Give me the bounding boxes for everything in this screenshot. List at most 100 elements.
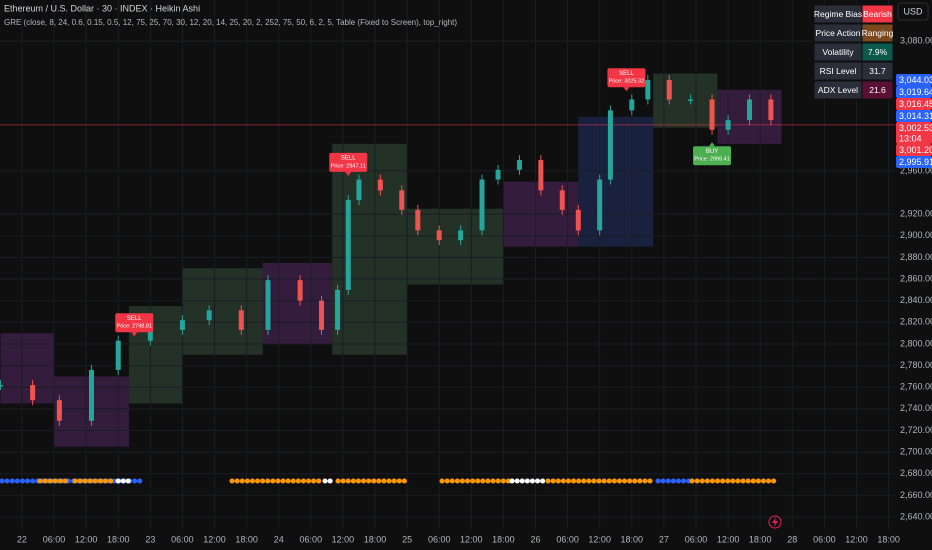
table-name: RSI Level [820,66,857,76]
candle [377,179,383,191]
table-cell [861,4,894,24]
y-tick-label: 2,740.00 [900,403,932,413]
price-tag [896,110,932,123]
x-tick-label: 06:00 [43,534,66,544]
x-tick-label: 28 [787,534,797,544]
signal-price: Price: 2798.81 [117,324,152,330]
grid [0,0,895,530]
table-value: Bearish [863,9,892,19]
candle [768,99,774,121]
price-tag [896,156,932,169]
currency-button[interactable] [897,2,929,21]
price-tag [896,98,932,111]
candle [725,120,731,130]
price-tag-label: 3,002.53 [899,123,932,133]
x-tick-label: 24 [274,534,284,544]
signal-pointer [709,142,716,147]
candle [597,179,603,231]
x-tick-label: 12:00 [717,534,740,544]
candle [238,310,244,330]
candle [415,209,421,231]
x-tick-label: 06:00 [428,534,451,544]
price-tag [896,86,932,99]
candle [495,169,501,180]
candle [147,329,153,341]
x-tick-label: 12:00 [588,534,611,544]
price-tag-label: 3,001.20 [899,145,932,155]
signal-side: SELL [341,155,356,161]
regime-band [0,333,55,404]
currency-label[interactable]: USD [903,6,923,16]
table-cell [861,23,894,43]
regime-band [653,73,718,128]
table-value: 7.9% [868,47,888,57]
y-tick-label: 2,920.00 [900,209,932,219]
candle [265,280,271,330]
candle [709,99,715,130]
signal-side: SELL [619,71,634,77]
x-tick-label: 23 [145,534,155,544]
x-tick-label: 18:00 [107,534,130,544]
candle [206,310,212,321]
x-tick-label: 06:00 [556,534,579,544]
candle [666,80,672,100]
x-tick-label: 25 [402,534,412,544]
regime-band [332,143,408,355]
y-tick-label: 2,680.00 [900,468,932,478]
signal-side: SELL [127,316,142,322]
overlay: 3,080.00 2,960.00 2,920.00 2,900.00 2,880.00… [17,4,932,544]
table-value: 21.6 [869,85,886,95]
signal-box [693,146,732,166]
x-tick-label: 18:00 [621,534,644,544]
price-tag [896,144,932,157]
table-value: 31.7 [869,66,886,76]
table-name: Price Action [816,28,861,38]
candle [645,80,651,100]
candle [746,99,752,121]
x-tick-label: 27 [659,534,669,544]
regime-band [578,116,654,247]
regime-band [182,268,263,355]
candle [345,200,351,290]
table-value: Ranging [862,28,894,38]
y-tick-label: 2,960.00 [900,165,932,175]
price-tag-label: 3,016.45 [899,99,932,109]
candle [399,190,405,210]
candle [88,369,94,421]
signal-pointer [345,171,352,176]
marks [0,75,895,426]
y-tick-label: 3,080.00 [900,35,932,45]
candle [179,320,185,330]
signal-pointer [131,332,138,337]
signal-box [115,313,154,333]
candle [335,289,341,330]
table-cell [861,42,894,62]
table-name: ADX Level [818,85,858,95]
candle [607,110,613,180]
signal-side: BUY [706,149,718,155]
candle [629,99,635,111]
candle [0,385,4,387]
signal-price: Price: 2947.11 [331,163,366,169]
candle [115,340,121,370]
y-tick-label: 2,660.00 [900,490,932,500]
candle [56,400,62,421]
price-tag-label: 3,044.03 [899,75,932,85]
price-tag-label: 3,014.31 [899,111,932,121]
lightning-icon [768,515,782,529]
signal-price: Price: 3025.32 [609,79,644,85]
candle [688,99,694,102]
candle [479,179,485,231]
y-tick-label: 2,640.00 [900,511,932,521]
price-tag [896,122,932,145]
candle [30,385,36,401]
x-tick-label: 06:00 [685,534,708,544]
signal-price: Price: 2999.41 [694,157,729,163]
x-tick-label: 12:00 [332,534,355,544]
y-tick-label: 2,860.00 [900,273,932,283]
table-name: Regime Bias [814,9,862,19]
regime-band [407,208,504,285]
table-cell [861,80,894,100]
x-tick-label: 22 [17,534,27,544]
